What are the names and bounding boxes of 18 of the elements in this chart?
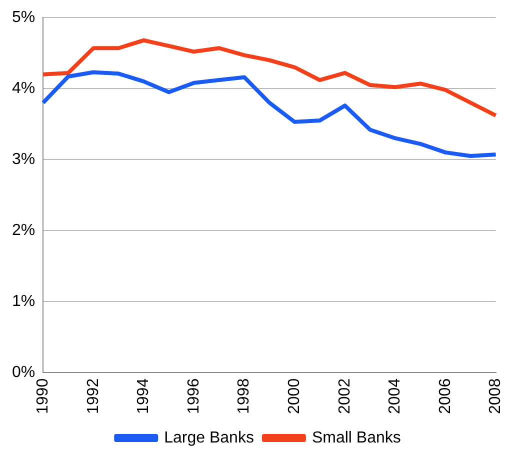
y-tick-label: 5% — [12, 9, 36, 26]
x-tick-label: 1992 — [84, 378, 102, 414]
x-tick-label: 1990 — [34, 378, 52, 414]
y-tick-label: 4% — [12, 80, 36, 97]
y-tick-label: 3% — [12, 150, 36, 168]
x-tick-label: 2000 — [286, 378, 304, 414]
y-tick-label: 1% — [12, 292, 36, 310]
x-tick-label: 2008 — [487, 378, 504, 414]
x-tick-label: 2002 — [336, 378, 354, 414]
legend-label: Large Banks — [164, 429, 254, 446]
x-tick-label: 2004 — [386, 378, 404, 414]
x-tick-label: 1998 — [236, 378, 253, 414]
y-tick-label: 0% — [12, 364, 36, 381]
x-tick-label: 1994 — [135, 378, 152, 414]
x-tick-label: 1996 — [185, 378, 202, 414]
legend-label: Small Banks — [312, 429, 401, 446]
x-tick-label: 2006 — [436, 378, 454, 414]
y-tick-label: 2% — [12, 222, 36, 239]
